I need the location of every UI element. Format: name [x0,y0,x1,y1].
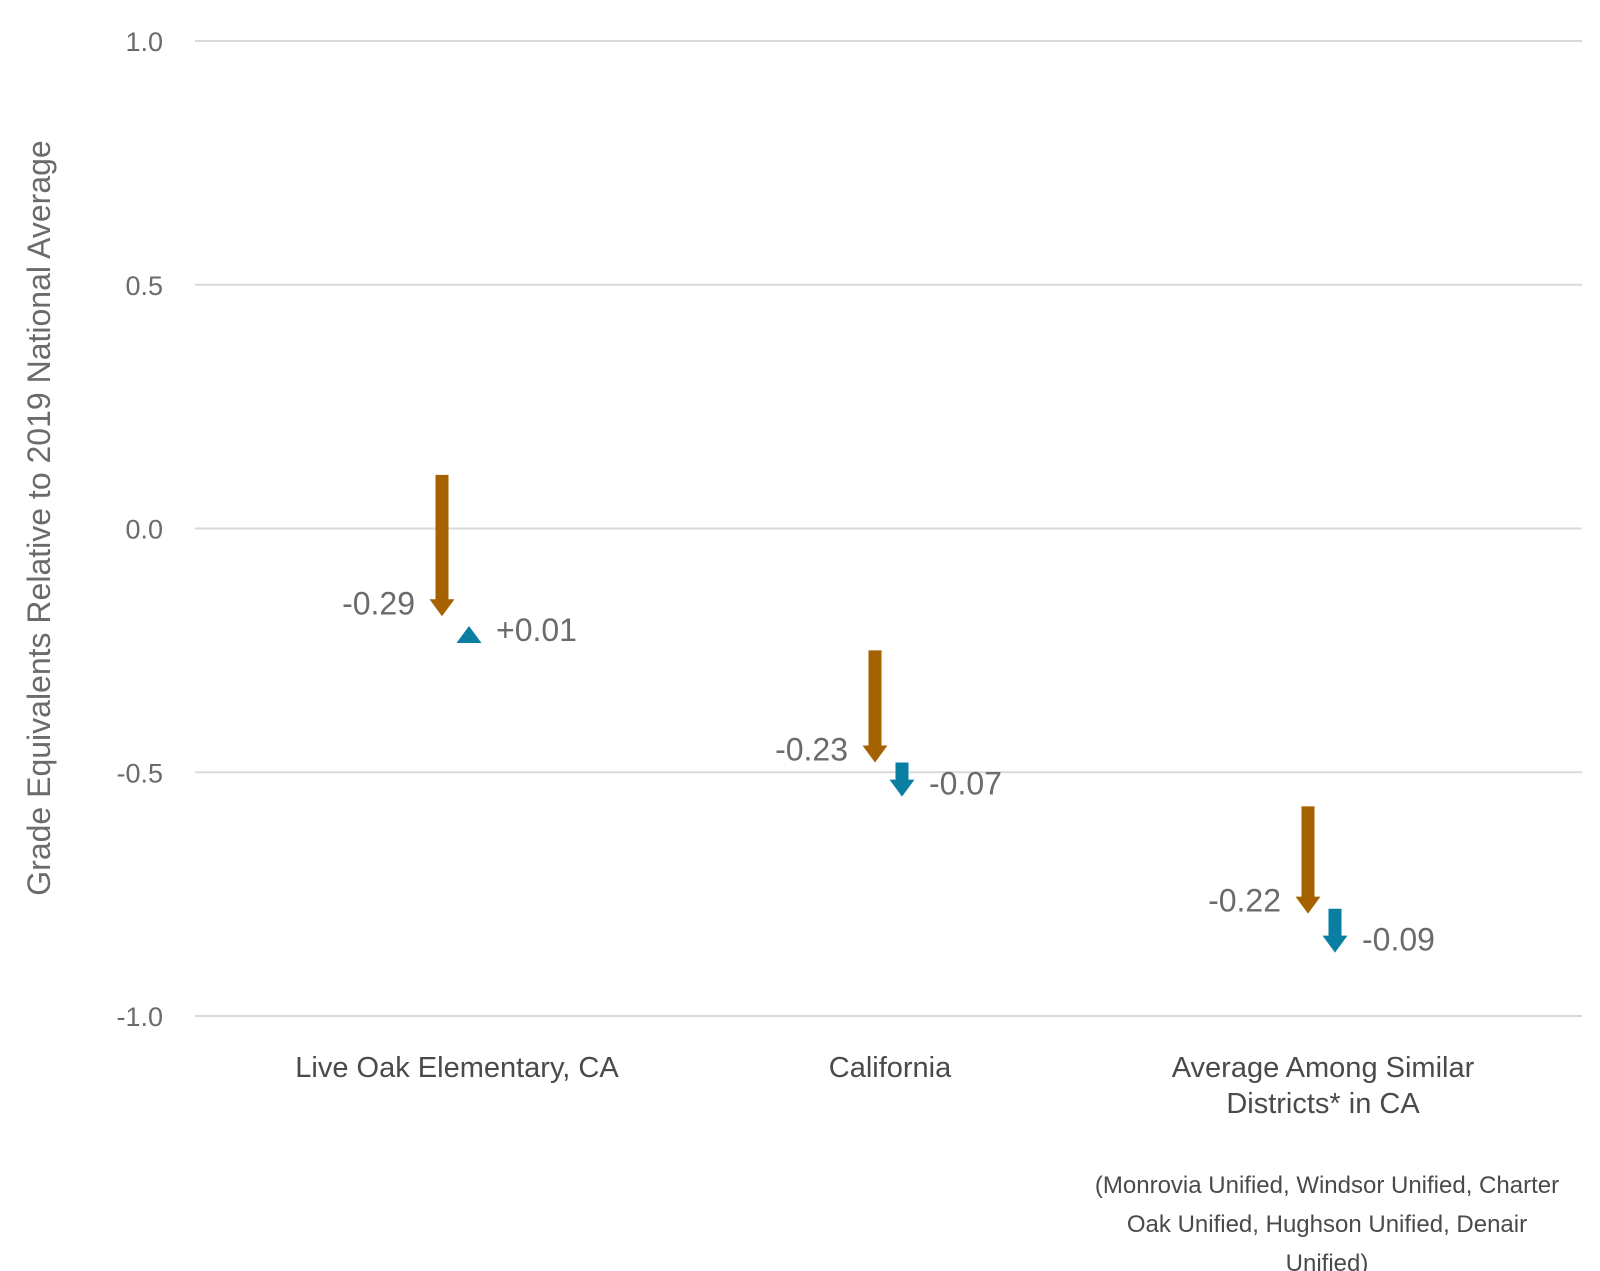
data-label: -0.23 [775,732,848,768]
data-label: +0.01 [496,612,577,648]
data-label: -0.29 [342,585,415,621]
change-arrow [1322,908,1348,953]
x-category-label: Live Oak Elementary, CA [295,1052,619,1084]
gridlines [195,40,1582,1017]
x-category-label: California [829,1052,952,1084]
y-axis-ticks: 1.0 0.5 0.0 -0.5 -1.0 [116,27,163,1032]
change-arrow [889,762,915,797]
x-category-label: Average Among Similar [1172,1052,1475,1084]
change-arrow [1295,806,1321,914]
category-note-line: Unified) [1286,1250,1369,1271]
change-arrow [456,626,482,643]
data-label: -0.09 [1362,922,1435,958]
category-note-line: Oak Unified, Hughson Unified, Denair [1127,1211,1527,1238]
y-tick-label: 1.0 [125,27,163,57]
category-note-line: (Monrovia Unified, Windsor Unified, Char… [1095,1172,1559,1199]
x-category-label: Districts* in CA [1226,1088,1420,1120]
data-label: -0.22 [1208,883,1281,919]
change-arrow [862,650,888,763]
y-tick-label: 0.5 [125,271,163,301]
y-tick-label: -1.0 [116,1002,163,1032]
data-label: -0.07 [929,766,1002,802]
arrow-marks: -0.29 -0.23 -0.22 +0.01 -0.07 -0.09 [342,474,1435,958]
x-axis-categories: Live Oak Elementary, CA California Average… [295,1052,1474,1120]
y-tick-label: -0.5 [116,758,163,788]
category-note: (Monrovia Unified, Windsor Unified, Char… [1095,1172,1559,1271]
y-tick-label: 0.0 [125,515,163,545]
change-arrow [429,474,455,617]
y-axis-label: Grade Equivalents Relative to 2019 Natio… [21,140,57,895]
